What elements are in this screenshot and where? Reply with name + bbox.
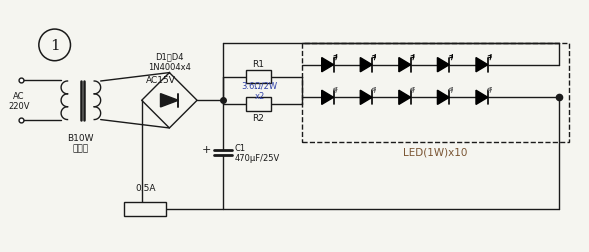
Polygon shape — [476, 58, 488, 73]
Text: AC
220V: AC 220V — [8, 91, 30, 111]
Bar — [246, 70, 272, 84]
Polygon shape — [322, 91, 333, 105]
Text: AC15V: AC15V — [145, 75, 176, 84]
Polygon shape — [476, 91, 488, 105]
Text: R2: R2 — [253, 114, 264, 123]
Polygon shape — [399, 58, 411, 73]
Polygon shape — [160, 94, 178, 108]
Text: C1
470μF/25V: C1 470μF/25V — [234, 143, 280, 162]
Text: R1: R1 — [253, 59, 264, 68]
Text: B10W
变压器: B10W 变压器 — [68, 134, 94, 153]
Polygon shape — [438, 58, 449, 73]
Text: 3.6Ω/2W
x2: 3.6Ω/2W x2 — [241, 81, 277, 101]
Bar — [246, 98, 272, 112]
Text: LED(1W)x10: LED(1W)x10 — [403, 147, 468, 157]
Text: 0.5A: 0.5A — [135, 183, 155, 193]
Polygon shape — [322, 58, 333, 73]
Bar — [302, 44, 569, 142]
Polygon shape — [399, 91, 411, 105]
Polygon shape — [360, 91, 372, 105]
Text: D1～D4
1N4004x4: D1～D4 1N4004x4 — [148, 52, 191, 71]
Bar — [124, 202, 167, 216]
Polygon shape — [360, 58, 372, 73]
Text: 1: 1 — [50, 39, 59, 53]
Polygon shape — [438, 91, 449, 105]
Text: +: + — [201, 144, 211, 154]
